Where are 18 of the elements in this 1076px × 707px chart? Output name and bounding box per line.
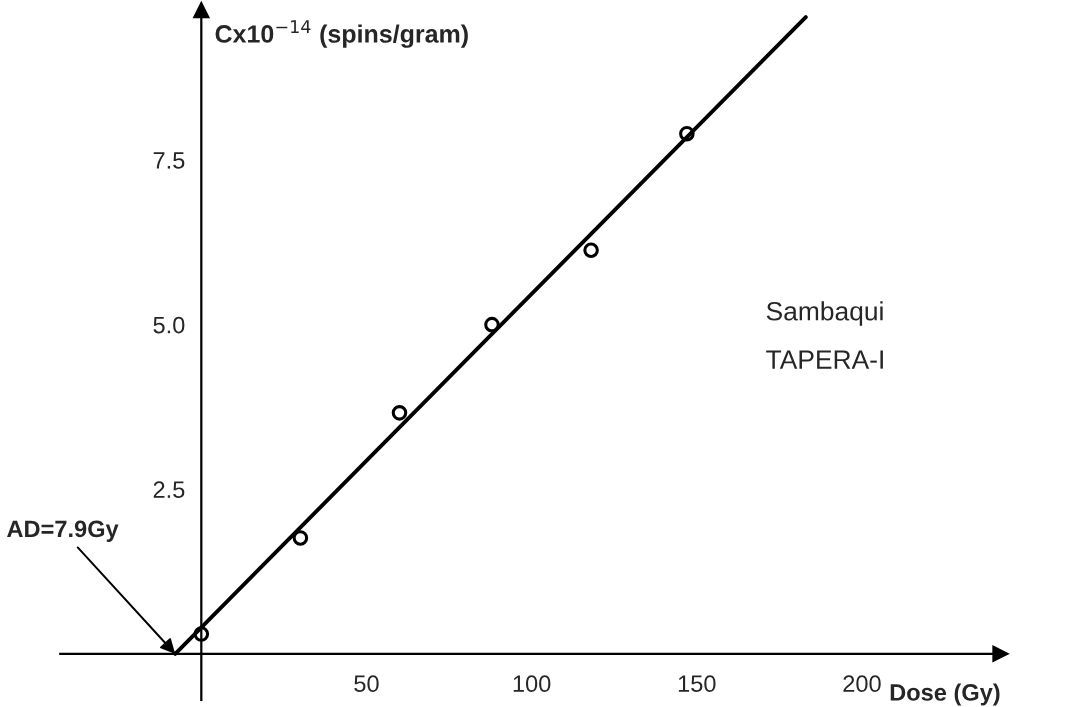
y-tick-label: 2.5 bbox=[153, 481, 185, 499]
point bbox=[679, 125, 695, 142]
x-tick-label: 100 bbox=[513, 675, 551, 693]
annotation: Sambaqui bbox=[766, 301, 883, 326]
y-tick-label: 5.0 bbox=[153, 316, 185, 334]
annotation: TAPERA-I bbox=[766, 350, 883, 369]
point bbox=[484, 316, 500, 333]
x-tick-label: 200 bbox=[843, 675, 881, 693]
point bbox=[583, 242, 599, 258]
point bbox=[391, 405, 408, 421]
x-tick-label: 50 bbox=[354, 675, 379, 693]
y-tick-label: 7.5 bbox=[153, 152, 185, 169]
x-axis-title: Dose (Gy) bbox=[890, 683, 1000, 706]
annotation: AD=7.9Gy bbox=[7, 520, 119, 542]
point bbox=[292, 530, 309, 546]
y-axis-title: Cx10$^{−14}$ (spins/gram) bbox=[215, 20, 468, 48]
x-tick-label: 150 bbox=[678, 675, 716, 693]
point bbox=[193, 626, 210, 642]
